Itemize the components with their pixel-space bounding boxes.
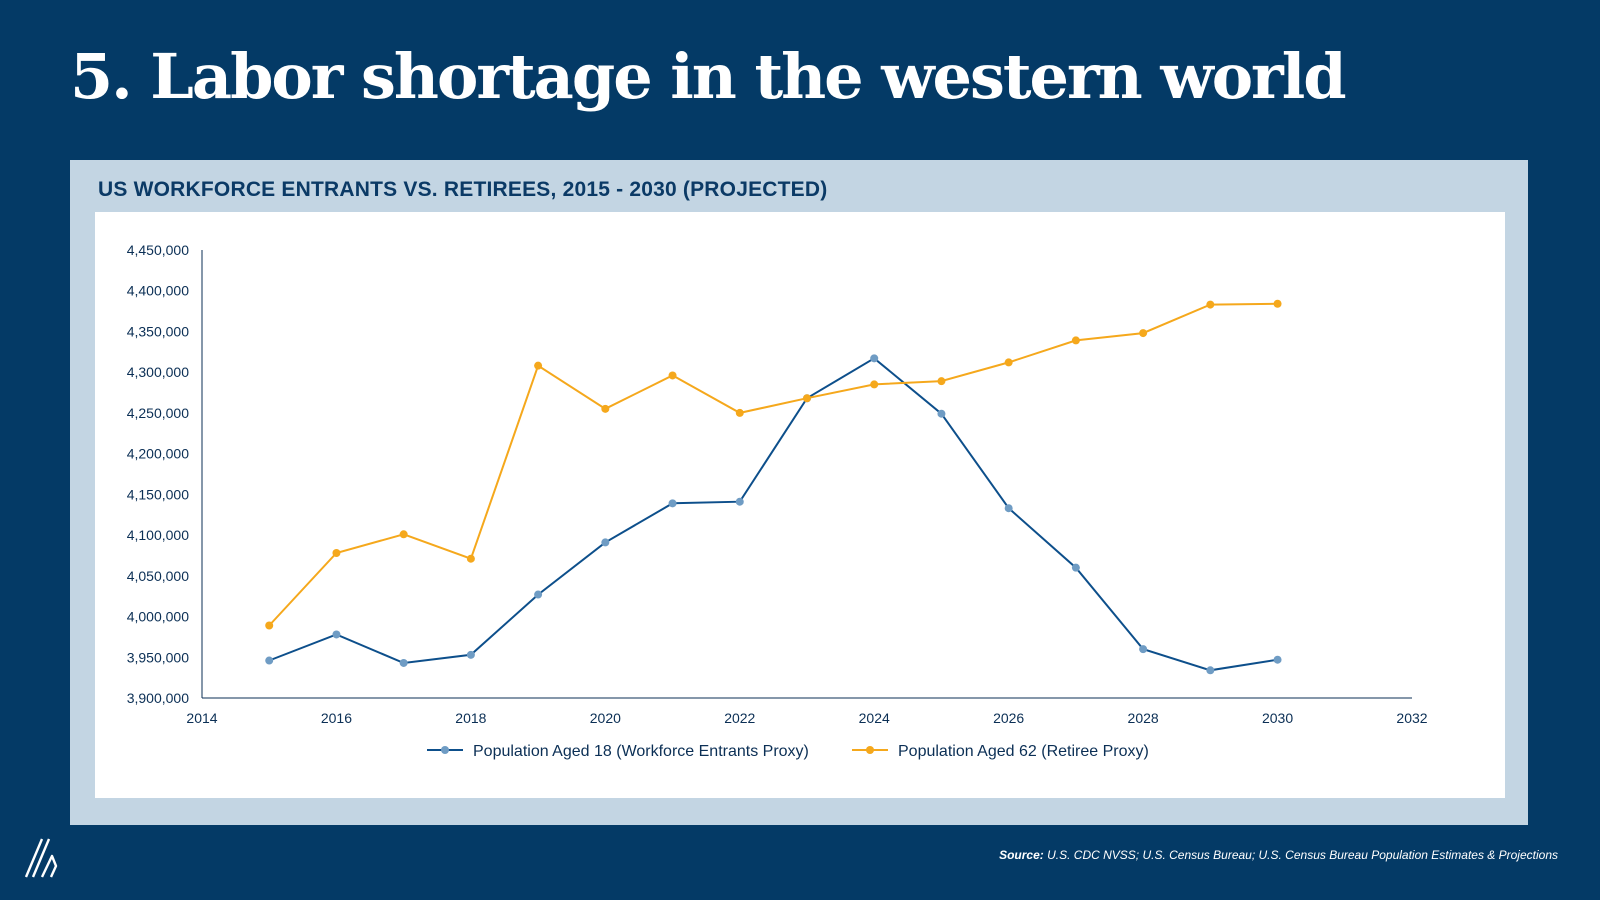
company-logo-icon [24, 838, 58, 878]
data-point-0 [870, 354, 879, 363]
data-point-0 [735, 497, 744, 506]
data-point-0 [1071, 563, 1080, 572]
y-tick-label: 4,400,000 [127, 283, 189, 299]
data-point-1 [937, 377, 946, 386]
data-point-1 [1071, 336, 1080, 345]
data-point-0 [332, 630, 341, 639]
y-tick-label: 4,200,000 [127, 446, 189, 462]
y-tick-label: 4,100,000 [127, 527, 189, 543]
x-tick-label: 2026 [993, 710, 1024, 726]
data-point-0 [1206, 666, 1215, 675]
x-tick-label: 2018 [455, 710, 486, 726]
source-text: U.S. CDC NVSS; U.S. Census Bureau; U.S. … [1043, 848, 1558, 862]
data-point-0 [937, 409, 946, 418]
y-tick-label: 4,300,000 [127, 364, 189, 380]
x-tick-label: 2014 [186, 710, 217, 726]
data-point-1 [1004, 358, 1013, 367]
y-tick-label: 4,050,000 [127, 568, 189, 584]
x-tick-label: 2024 [859, 710, 890, 726]
data-point-1 [803, 394, 811, 403]
y-tick-label: 4,250,000 [127, 405, 189, 421]
data-point-0 [668, 499, 677, 508]
data-point-1 [265, 621, 274, 630]
series-line-0 [268, 357, 1278, 672]
data-point-1 [735, 408, 744, 417]
data-point-0 [399, 658, 408, 667]
x-tick-label: 2020 [590, 710, 621, 726]
slide-title: 5. Labor shortage in the western world [70, 40, 1347, 113]
line-chart: 3,900,000 3,950,000 4,000,000 4,050,000 4,10… [127, 242, 1428, 760]
source-note: Source: U.S. CDC NVSS; U.S. Census Burea… [999, 848, 1558, 862]
data-point-1 [1139, 329, 1148, 338]
data-point-0 [1273, 655, 1282, 664]
x-tick-label: 2022 [724, 710, 755, 726]
data-point-1 [534, 361, 543, 370]
data-point-0 [1139, 645, 1148, 654]
data-point-0 [601, 538, 610, 547]
legend-swatch-marker-0 [441, 746, 449, 754]
data-point-1 [1273, 299, 1282, 308]
x-tick-label: 2016 [321, 710, 352, 726]
plot-card: 3,900,000 3,950,000 4,000,000 4,050,000 4,10… [95, 212, 1505, 798]
data-point-0 [1004, 504, 1013, 513]
y-tick-label: 3,950,000 [127, 649, 189, 665]
data-point-1 [399, 530, 408, 539]
y-tick-label: 4,150,000 [127, 486, 189, 502]
x-tick-label: 2032 [1396, 710, 1427, 726]
data-point-1 [332, 549, 341, 558]
data-point-1 [870, 380, 879, 389]
series-line-1 [268, 302, 1278, 627]
chart-panel: US WORKFORCE ENTRANTS VS. RETIREES, 2015… [70, 160, 1528, 825]
legend-label-0: Population Aged 18 (Workforce Entrants P… [473, 743, 809, 760]
x-tick-label: 2028 [1128, 710, 1159, 726]
data-point-1 [668, 371, 677, 380]
data-point-1 [601, 404, 610, 413]
legend-swatch-marker-1 [866, 746, 874, 754]
source-label: Source: [999, 848, 1044, 862]
y-tick-label: 4,000,000 [127, 609, 189, 625]
y-tick-label: 4,350,000 [127, 323, 189, 339]
data-point-0 [534, 590, 543, 599]
data-point-0 [265, 656, 274, 665]
legend-label-1: Population Aged 62 (Retiree Proxy) [898, 743, 1149, 760]
y-tick-label: 3,900,000 [127, 690, 189, 706]
data-point-1 [1206, 300, 1215, 309]
chart-heading: US WORKFORCE ENTRANTS VS. RETIREES, 2015… [98, 178, 828, 201]
y-tick-label: 4,450,000 [127, 242, 189, 258]
data-point-1 [466, 554, 475, 563]
data-point-0 [466, 650, 475, 659]
x-tick-label: 2030 [1262, 710, 1293, 726]
